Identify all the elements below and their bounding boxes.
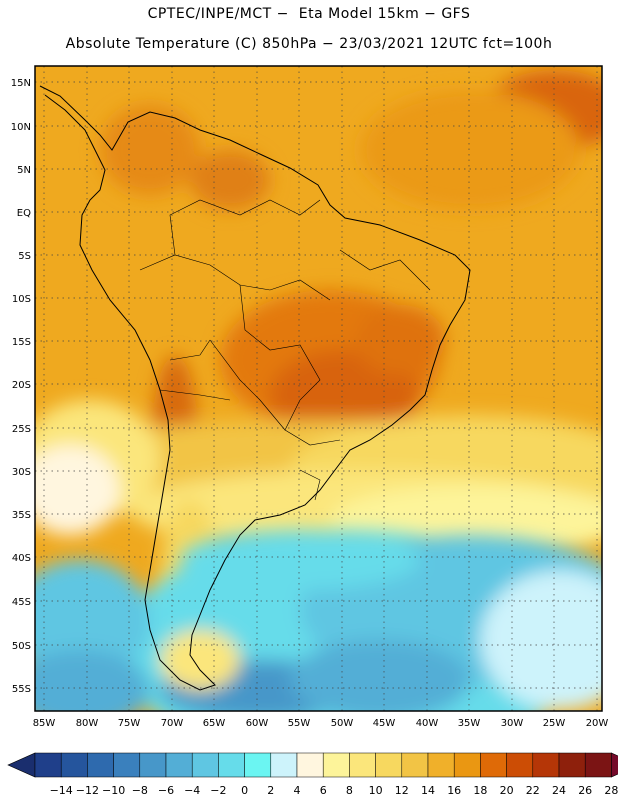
lon-tick-label: 80W [76, 718, 99, 729]
colorbar-over-arrow [611, 752, 618, 778]
lat-tick-label: 45S [12, 597, 31, 608]
colorbar-label: −14 [50, 784, 73, 797]
colorbar-swatch [322, 752, 350, 778]
lat-tick-label: 5N [17, 165, 31, 176]
lat-tick-label: 5S [18, 251, 31, 262]
lon-tick-label: 60W [246, 718, 269, 729]
chart-title: CPTEC/INPE/MCT − Eta Model 15km − GFS [147, 6, 471, 22]
lat-tick-label: 10N [11, 122, 31, 133]
latitude-labels: 15N 10N 5N EQ 5S 10S 15S 20S 25S 30S 35S… [11, 78, 31, 695]
colorbar-under-arrow [7, 752, 36, 778]
colorbar-swatch [270, 752, 298, 778]
lat-tick-label: 50S [12, 641, 31, 652]
lon-tick-label: 35W [458, 718, 481, 729]
lat-tick-label: 55S [12, 684, 31, 695]
colorbar-swatch [506, 752, 534, 778]
colorbar-swatch [218, 752, 245, 778]
graticule [35, 66, 602, 711]
colorbar-label: 12 [395, 784, 409, 797]
colorbar-label: 10 [369, 784, 383, 797]
temperature-field [35, 66, 602, 711]
longitude-labels: 85W 80W 75W 70W 65W 60W 55W 50W 45W 40W … [33, 718, 609, 729]
lat-tick-label: 25S [12, 424, 31, 435]
colorbar-label: 20 [500, 784, 514, 797]
colorbar-label: 2 [267, 784, 274, 797]
colorbar: −14 −12 −10 −8 −6 −4 −2 0 2 4 6 8 10 12 14 16 18 20 22 24 26… [7, 752, 618, 797]
colorbar-label: −12 [76, 784, 99, 797]
lon-tick-label: 55W [288, 718, 311, 729]
colorbar-swatch [191, 752, 219, 778]
lat-tick-label: EQ [17, 208, 31, 219]
colorbar-label: −8 [132, 784, 148, 797]
country-borders [139, 199, 431, 501]
south-america-coastline [39, 85, 471, 691]
lon-tick-label: 20W [586, 718, 609, 729]
colorbar-swatch [401, 752, 429, 778]
colorbar-swatch [427, 752, 455, 778]
lat-tick-label: 15S [12, 337, 31, 348]
colorbar-label: 14 [421, 784, 435, 797]
colorbar-label: 28 [604, 784, 618, 797]
colorbar-label: 18 [473, 784, 487, 797]
colorbar-swatch [165, 752, 193, 778]
colorbar-swatch [296, 752, 324, 778]
colorbar-swatch [34, 752, 62, 778]
colorbar-swatch [139, 752, 167, 778]
lon-tick-label: 50W [331, 718, 354, 729]
chart-subtitle: Absolute Temperature (C) 850hPa − 23/03/… [65, 36, 553, 52]
colorbar-swatch [375, 752, 403, 778]
colorbar-swatch [558, 752, 586, 778]
colorbar-label: 8 [346, 784, 353, 797]
colorbar-swatch [244, 752, 272, 778]
colorbar-label: −10 [102, 784, 125, 797]
lon-tick-label: 25W [543, 718, 566, 729]
colorbar-label: 22 [526, 784, 540, 797]
lon-tick-label: 30W [501, 718, 524, 729]
colorbar-swatch [349, 752, 376, 778]
colorbar-label: −2 [210, 784, 226, 797]
colorbar-label: −4 [184, 784, 200, 797]
colorbar-swatch [87, 752, 114, 778]
colorbar-swatch [532, 752, 560, 778]
lon-tick-label: 40W [416, 718, 439, 729]
map-frame [34, 65, 603, 712]
colorbar-swatch [584, 752, 612, 778]
colorbar-swatch [113, 752, 141, 778]
lat-tick-label: 15N [11, 78, 31, 89]
colorbar-label: 6 [320, 784, 327, 797]
colorbar-swatch [480, 752, 507, 778]
lat-tick-label: 30S [12, 467, 31, 478]
colorbar-label: −6 [158, 784, 174, 797]
lon-tick-label: 45W [373, 718, 396, 729]
lat-tick-label: 20S [12, 380, 31, 391]
colorbar-swatch [60, 752, 88, 778]
lat-tick-label: 35S [12, 510, 31, 521]
colorbar-label: 24 [552, 784, 566, 797]
colorbar-label: 0 [241, 784, 248, 797]
lat-tick-label: 40S [12, 553, 31, 564]
lon-tick-label: 65W [203, 718, 226, 729]
lon-tick-label: 85W [33, 718, 56, 729]
lat-tick-label: 10S [12, 294, 31, 305]
colorbar-label: 4 [294, 784, 301, 797]
colorbar-label: 26 [578, 784, 592, 797]
lon-tick-label: 75W [118, 718, 141, 729]
colorbar-swatch [453, 752, 481, 778]
colorbar-label: 16 [447, 784, 461, 797]
lon-tick-label: 70W [161, 718, 184, 729]
